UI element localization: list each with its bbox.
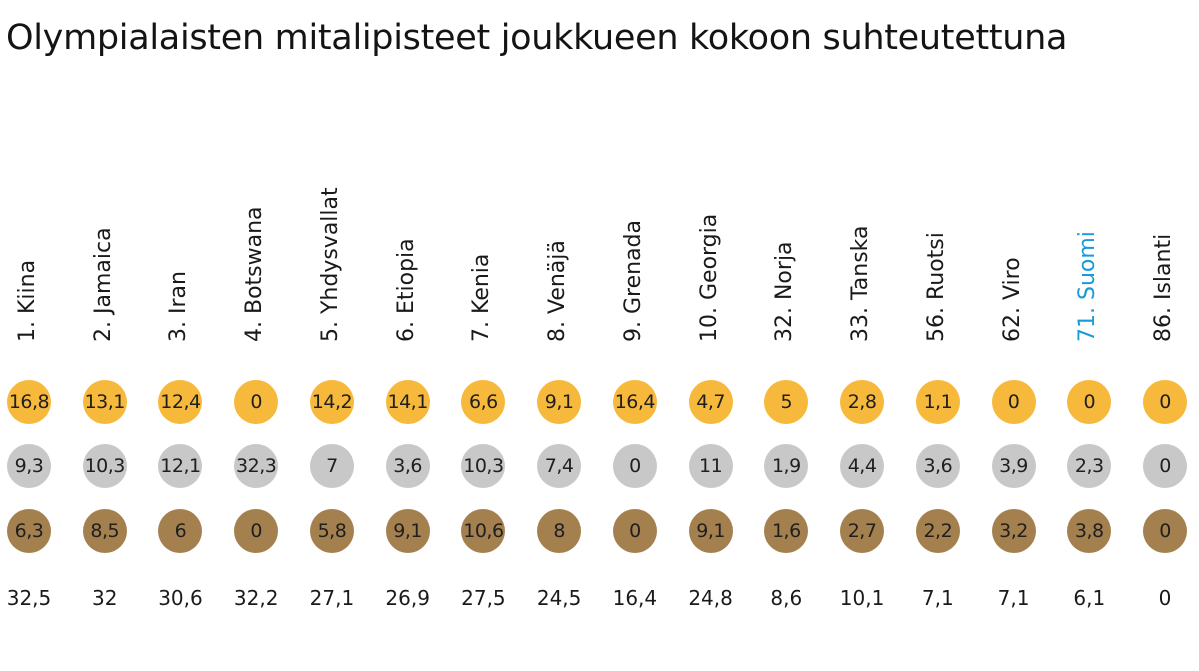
silver-medal-value: 3,6: [915, 444, 960, 488]
bronze-medal-value: 3,2: [991, 509, 1036, 553]
total-value: 27,5: [461, 586, 506, 610]
total-value: 27,1: [309, 586, 355, 610]
country-label: 6. Etiopia: [393, 238, 419, 342]
total-value: 16,4: [612, 586, 658, 610]
silver-medal-value: 12,1: [158, 444, 203, 488]
gold-medal-value: 14,2: [309, 380, 354, 424]
total-value: 10,1: [839, 586, 885, 610]
silver-medal-value: 3,6: [385, 444, 430, 488]
total-value: 7,1: [997, 586, 1030, 610]
bronze-medal-value: 5,8: [309, 509, 354, 553]
country-label: 10. Georgia: [696, 213, 722, 342]
country-label: 5. Yhdysvallat: [317, 187, 343, 342]
bronze-medal-value: 8,5: [82, 509, 127, 553]
silver-medal-value: 1,9: [764, 444, 809, 488]
gold-medal-value: 0: [1143, 380, 1187, 424]
total-value: 24,5: [536, 586, 582, 610]
total-value: 30,6: [158, 586, 203, 610]
bronze-medal-value: 3,8: [1067, 509, 1112, 553]
gold-medal-value: 16,8: [7, 380, 51, 424]
gold-medal-value: 16,4: [612, 380, 657, 424]
gold-medal-value: 4,7: [688, 380, 733, 424]
country-label: 1. Kiina: [15, 259, 40, 342]
silver-medal-value: 10,3: [82, 444, 127, 488]
silver-medal-value: 7: [309, 444, 354, 488]
gold-medal-value: 13,1: [82, 380, 127, 424]
total-value: 6,1: [1073, 586, 1106, 610]
silver-medal-value: 0: [612, 444, 657, 488]
country-label: 4. Botswana: [242, 206, 268, 342]
gold-medal-value: 5: [764, 380, 809, 424]
bronze-medal-value: 9,1: [688, 509, 733, 553]
bronze-medal-value: 1,6: [764, 509, 809, 553]
gold-medal-value: 6,6: [461, 380, 506, 424]
total-value: 32: [91, 586, 118, 610]
total-value: 0: [1158, 586, 1172, 610]
silver-medal-value: 32,3: [234, 444, 279, 488]
total-value: 24,8: [688, 586, 733, 610]
chart-title: Olympialaisten mitalipisteet joukkueen k…: [6, 18, 1068, 58]
bronze-medal-value: 0: [612, 509, 657, 553]
total-value: 7,1: [921, 586, 954, 610]
silver-medal-value: 11: [688, 444, 733, 488]
country-label: 56. Ruotsi: [923, 232, 949, 342]
country-label: 33. Tanska: [848, 225, 874, 343]
gold-medal-value: 14,1: [385, 380, 430, 424]
bronze-medal-value: 0: [234, 509, 279, 553]
bronze-medal-value: 0: [1143, 509, 1187, 553]
silver-medal-value: 4,4: [840, 444, 885, 488]
country-label: 86. Islanti: [1151, 233, 1176, 342]
bronze-medal-value: 2,7: [840, 509, 885, 553]
gold-medal-value: 9,1: [537, 380, 582, 424]
gold-medal-value: 2,8: [840, 380, 885, 424]
silver-medal-value: 3,9: [991, 444, 1036, 488]
silver-medal-value: 10,3: [461, 444, 506, 488]
bronze-medal-value: 6,3: [7, 509, 51, 553]
country-label: 62. Viro: [999, 257, 1025, 342]
gold-medal-value: 0: [234, 380, 279, 424]
country-label: 71. Suomi: [1075, 231, 1101, 342]
country-label: 3. Iran: [166, 271, 192, 342]
country-label: 7. Kenia: [469, 253, 495, 342]
total-value: 26,9: [385, 586, 430, 610]
bronze-medal-value: 2,2: [915, 509, 960, 553]
gold-medal-value: 1,1: [915, 380, 960, 424]
country-label: 8. Venäjä: [545, 240, 571, 342]
bronze-medal-value: 9,1: [385, 509, 430, 553]
silver-medal-value: 7,4: [537, 444, 582, 488]
total-value: 8,6: [770, 586, 803, 610]
gold-medal-value: 0: [1067, 380, 1112, 424]
country-label: 32. Norja: [772, 241, 798, 342]
gold-medal-value: 0: [991, 380, 1036, 424]
bronze-medal-value: 8: [537, 509, 582, 553]
total-value: 32,5: [6, 586, 52, 610]
country-label: 2. Jamaica: [90, 227, 116, 342]
gold-medal-value: 12,4: [158, 380, 203, 424]
bronze-medal-value: 10,6: [461, 509, 506, 553]
silver-medal-value: 0: [1143, 444, 1187, 488]
bronze-medal-value: 6: [158, 509, 203, 553]
total-value: 32,2: [233, 586, 279, 610]
silver-medal-value: 9,3: [7, 444, 51, 488]
country-label: 9. Grenada: [620, 220, 646, 342]
silver-medal-value: 2,3: [1067, 444, 1112, 488]
